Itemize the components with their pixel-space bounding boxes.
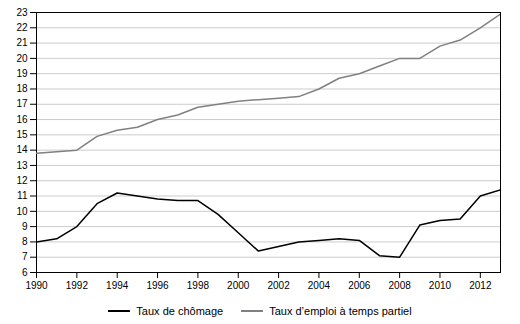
html-text:Taux d’emploi à temps partiel: Taux d’emploi à temps partiel — [269, 305, 412, 317]
svg-text:2012: 2012 — [469, 280, 492, 291]
svg-text:16: 16 — [16, 114, 28, 125]
svg-text:2010: 2010 — [429, 280, 452, 291]
svg-text:1990: 1990 — [25, 280, 48, 291]
svg-text:1996: 1996 — [146, 280, 169, 291]
svg-text:6: 6 — [22, 267, 28, 278]
svg-text:23: 23 — [16, 7, 28, 18]
svg-text:20: 20 — [16, 53, 28, 64]
svg-text:2006: 2006 — [348, 280, 371, 291]
svg-text:7: 7 — [22, 251, 28, 262]
svg-text:18: 18 — [16, 83, 28, 94]
svg-text:22: 22 — [16, 22, 28, 33]
svg-text:2008: 2008 — [389, 280, 412, 291]
svg-text:1992: 1992 — [66, 280, 89, 291]
svg-text:17: 17 — [16, 98, 28, 109]
svg-text:10: 10 — [16, 206, 28, 217]
svg-text:19: 19 — [16, 68, 28, 79]
svg-text:8: 8 — [22, 236, 28, 247]
svg-text:2002: 2002 — [267, 280, 290, 291]
svg-text:13: 13 — [16, 160, 28, 171]
svg-text:2004: 2004 — [308, 280, 331, 291]
svg-text:1998: 1998 — [187, 280, 210, 291]
svg-text:14: 14 — [16, 144, 28, 155]
html-text:Taux de chômage: Taux de chômage — [136, 305, 224, 317]
svg-text:2000: 2000 — [227, 280, 250, 291]
svg-text:12: 12 — [16, 175, 28, 186]
svg-text:11: 11 — [17, 190, 28, 201]
svg-text:15: 15 — [16, 129, 28, 140]
svg-text:9: 9 — [22, 221, 28, 232]
svg-text:21: 21 — [16, 37, 28, 48]
svg-text:1994: 1994 — [106, 280, 129, 291]
